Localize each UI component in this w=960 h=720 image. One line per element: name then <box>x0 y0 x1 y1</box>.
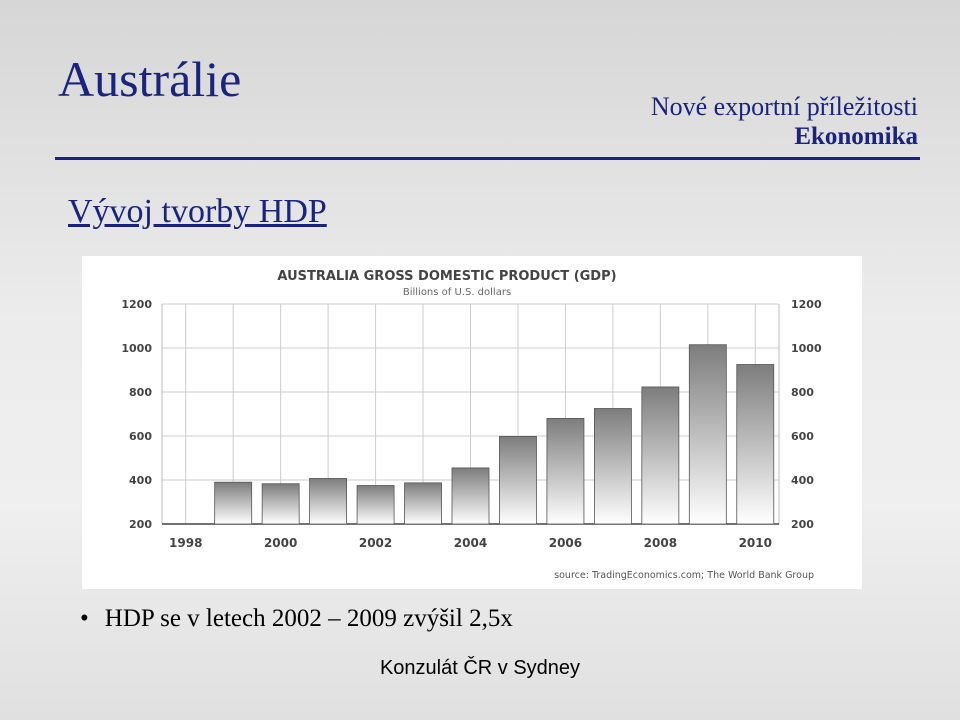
y-tick-label-left: 400 <box>129 474 152 487</box>
x-tick-label: 2000 <box>264 536 297 550</box>
subtitle-line-1: Nové exportní příležitosti <box>650 92 918 121</box>
y-tick-label-left: 600 <box>129 430 152 443</box>
chart-source: source: TradingEconomics.com; The World … <box>554 570 814 581</box>
chart-title: AUSTRALIA GROSS DOMESTIC PRODUCT (GDP) <box>277 269 616 284</box>
bullet-point: • HDP se v letech 2002 – 2009 zvýšil 2,5x <box>80 605 513 633</box>
bar-2004 <box>451 467 490 525</box>
y-tick-label-right: 800 <box>791 386 814 399</box>
bar-2005 <box>499 436 537 525</box>
bar-2007 <box>593 408 632 525</box>
bar-2000 <box>261 483 300 525</box>
bar-2009 <box>688 344 727 525</box>
subtitle-line-2: Ekonomika <box>794 123 918 150</box>
bar-2010 <box>736 364 775 525</box>
section-heading: Vývoj tvorby HDP <box>68 193 327 230</box>
gdp-chart: AUSTRALIA GROSS DOMESTIC PRODUCT (GDP) B… <box>121 269 822 581</box>
bar-2006 <box>546 417 585 525</box>
chart-subtitle: Billions of U.S. dollars <box>403 287 511 298</box>
gdp-chart-panel: AUSTRALIA GROSS DOMESTIC PRODUCT (GDP) B… <box>82 256 862 589</box>
y-tick-label-left: 200 <box>129 518 152 531</box>
y-tick-label-right: 600 <box>791 430 814 443</box>
bar-2001 <box>309 478 348 525</box>
bar-2002 <box>356 485 395 525</box>
x-tick-label: 2002 <box>359 536 392 550</box>
bullet-text: HDP se v letech 2002 – 2009 zvýšil 2,5x <box>104 605 513 632</box>
y-tick-label-left: 1000 <box>121 342 152 355</box>
footer-text: Konzulát ČR v Sydney <box>379 657 581 679</box>
x-tick-label: 2006 <box>549 536 582 550</box>
x-tick-label: 2008 <box>644 536 677 550</box>
y-tick-label-left: 1200 <box>121 298 152 311</box>
bar-1999 <box>214 481 253 525</box>
subtitle-block: Nové exportní příležitosti Ekonomika <box>651 92 918 152</box>
bullet-marker: • <box>80 605 89 632</box>
x-tick-label: 1998 <box>169 536 202 550</box>
y-tick-label-right: 200 <box>791 518 814 531</box>
y-tick-label-right: 1200 <box>791 298 822 311</box>
bar-2008 <box>641 386 680 525</box>
slide-title: Austrálie <box>58 51 242 107</box>
y-tick-label-left: 800 <box>129 386 152 399</box>
y-tick-label-right: 400 <box>791 474 814 487</box>
y-tick-label-right: 1000 <box>791 342 822 355</box>
x-tick-label: 2010 <box>739 536 772 550</box>
x-tick-label: 2004 <box>454 536 487 550</box>
header-divider <box>55 157 920 160</box>
bar-2003 <box>404 482 442 525</box>
